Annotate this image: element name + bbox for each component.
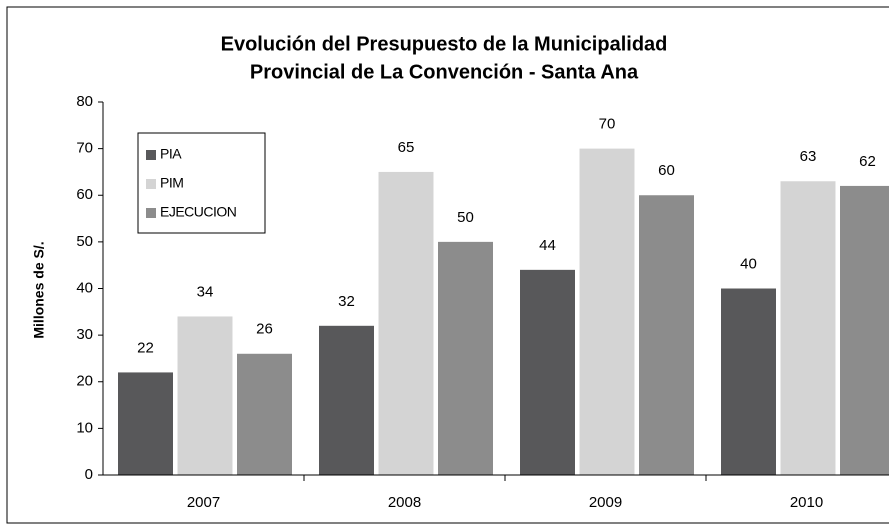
data-label: 26 xyxy=(256,321,273,338)
y-tick-label: 60 xyxy=(76,186,93,203)
data-label: 22 xyxy=(137,339,154,356)
bar xyxy=(118,372,173,475)
bar xyxy=(721,288,776,475)
bar xyxy=(237,353,292,475)
y-tick-label: 80 xyxy=(76,93,93,110)
chart-title: Provincial de La Convención - Santa Ana xyxy=(250,61,639,83)
data-label: 63 xyxy=(800,148,817,165)
x-tick-label: 2007 xyxy=(187,494,220,511)
chart-title: Evolución del Presupuesto de la Municipa… xyxy=(221,33,668,55)
data-label: 34 xyxy=(197,283,214,300)
y-tick-label: 30 xyxy=(76,326,93,343)
bar xyxy=(639,195,694,475)
legend-swatch xyxy=(146,150,156,160)
x-tick-label: 2010 xyxy=(790,494,823,511)
data-label: 40 xyxy=(740,255,757,272)
data-label: 44 xyxy=(539,237,556,254)
data-label: 62 xyxy=(859,153,876,170)
y-tick-label: 50 xyxy=(76,233,93,250)
legend-label: EJECUCION xyxy=(160,204,236,220)
data-label: 65 xyxy=(398,139,415,156)
bar xyxy=(840,185,889,476)
legend-swatch xyxy=(146,179,156,189)
bar xyxy=(378,171,434,475)
data-label: 60 xyxy=(658,162,675,179)
x-tick-label: 2008 xyxy=(388,494,421,511)
data-label: 50 xyxy=(457,209,474,226)
bar xyxy=(177,316,233,475)
legend-label: PIA xyxy=(160,146,182,162)
y-tick-label: 0 xyxy=(85,466,93,483)
y-tick-label: 70 xyxy=(76,140,93,157)
x-tick-label: 2009 xyxy=(589,494,622,511)
y-tick-label: 10 xyxy=(76,419,93,436)
y-tick-label: 40 xyxy=(76,279,93,296)
bar xyxy=(520,269,575,475)
y-axis-label: Millones de S/. xyxy=(31,241,47,338)
legend-box xyxy=(137,132,266,234)
data-label: 70 xyxy=(599,116,616,133)
bar xyxy=(780,181,836,475)
bar xyxy=(319,325,374,475)
data-label: 32 xyxy=(338,293,355,310)
bar xyxy=(438,241,493,475)
legend-label: PIM xyxy=(160,175,183,191)
bar xyxy=(579,148,635,475)
legend-swatch xyxy=(146,208,156,218)
y-tick-label: 20 xyxy=(76,373,93,390)
